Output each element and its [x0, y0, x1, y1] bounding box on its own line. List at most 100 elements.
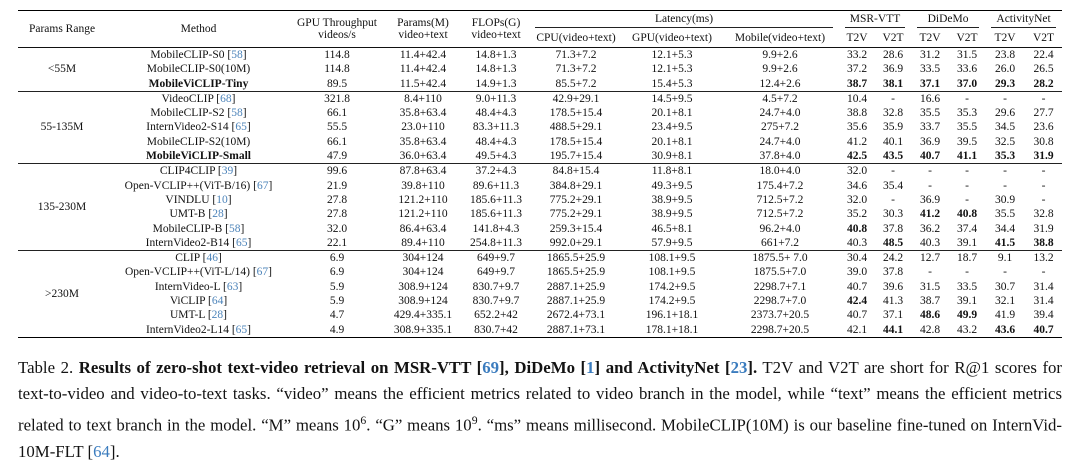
citation-link[interactable]: 28 — [212, 208, 224, 221]
metric-cell: 36.9 — [882, 63, 904, 76]
metric-cell: 114.8 — [324, 63, 350, 76]
caption-text: ]. — [109, 442, 120, 462]
metric-cell: 36.2 — [919, 222, 941, 235]
citation-link[interactable]: 58 — [231, 49, 243, 61]
metric-cell: 24.2 — [875, 250, 912, 266]
metric-cell: 28.6 — [882, 49, 904, 61]
table-row: InternVideo2-S14 [65] 55.5 23.0+110 83.3+11… — [18, 120, 1062, 134]
metric-cell: 185.6+11.3 — [469, 193, 523, 206]
metric-cell: 41.1 — [956, 150, 978, 163]
method-name: ViCLIP — [169, 295, 206, 308]
metric-cell: 41.3 — [882, 295, 904, 308]
method-name: InternVideo-L — [154, 280, 221, 293]
table-row: MobileViCLIP-Small 47.9 36.0+63.4 49.5+4.3 1… — [18, 149, 1062, 164]
metric-cell: 22.1 — [326, 236, 348, 249]
caption-superscript: 9 — [471, 413, 478, 427]
metric-cell: 114.8 — [324, 49, 350, 61]
method-name: CLIP — [175, 252, 200, 265]
table-row: MobileCLIP-S2(10M) 66.1 35.8+63.4 48.4+4.3 1… — [18, 135, 1062, 149]
method-name: VideoCLIP — [161, 92, 214, 105]
method-cell: InternVideo2-B14 [65] — [145, 236, 252, 249]
metric-cell: 775.2+29.1 — [549, 193, 603, 206]
method-cell: VINDLU [10] — [165, 193, 232, 206]
metric-cell: 33.5 — [919, 63, 941, 76]
citation-link[interactable]: 1 — [586, 357, 595, 377]
metric-cell: 429.4+335.1 — [393, 309, 453, 322]
metric-cell: 30.9 — [994, 193, 1016, 206]
header-params-line2: video+text — [398, 29, 448, 41]
header-activitynet-v2t: V2T — [1032, 31, 1055, 44]
citation-link[interactable]: 23 — [730, 357, 748, 377]
metric-cell: 40.7 — [1033, 323, 1054, 336]
metric-cell: 41.2 — [919, 208, 941, 221]
citation-link[interactable]: 69 — [482, 357, 500, 377]
group-range-label: >230M — [18, 250, 106, 338]
metric-cell: 38.8 — [1033, 236, 1054, 249]
metric-cell: 259.3+15.4 — [549, 222, 603, 235]
metric-cell: 15.4+5.3 — [651, 77, 693, 90]
citation-link[interactable]: 65 — [235, 121, 247, 134]
metric-cell: 42.4 — [846, 295, 868, 308]
citation-link[interactable]: 46 — [206, 252, 218, 265]
citation-link[interactable]: 65 — [235, 323, 248, 336]
citation-link[interactable]: 63 — [226, 280, 239, 293]
metric-cell: 13.2 — [1025, 250, 1063, 266]
citation-link[interactable]: 67 — [256, 266, 269, 279]
metric-cell: 37.4 — [956, 222, 978, 235]
citation-link[interactable]: 64 — [93, 442, 110, 462]
metric-cell: - — [911, 163, 950, 179]
header-method: Method — [180, 22, 217, 35]
header-params-range: Params Range — [28, 22, 96, 35]
citation-link[interactable]: 67 — [256, 179, 269, 192]
metric-cell: 33.5 — [956, 280, 978, 293]
metric-cell: - — [1041, 179, 1046, 192]
header-didemo-v2t: V2T — [956, 31, 978, 44]
citation-link[interactable]: 28 — [211, 309, 224, 322]
metric-cell: 38.1 — [882, 77, 904, 90]
method-name: MobileCLIP-B — [152, 222, 223, 235]
citation-link[interactable]: 10 — [216, 193, 228, 206]
metric-cell: 488.5+29.1 — [549, 121, 603, 134]
table-row: <55M MobileCLIP-S0 [58] 114.8 11.4+42.4 14.8… — [18, 48, 1062, 75]
metric-cell: 6.9 — [329, 266, 345, 279]
method-name: MobileViCLIP-Small — [146, 150, 251, 163]
citation-link[interactable]: 64 — [211, 295, 224, 308]
metric-cell: 35.9 — [882, 121, 904, 134]
metric-cell: 29.6 — [994, 107, 1016, 120]
citation-link[interactable]: 58 — [231, 107, 243, 120]
citation-link[interactable]: 39 — [221, 165, 234, 178]
metric-cell: 66.1 — [326, 107, 348, 120]
citation-link[interactable]: 58 — [229, 222, 241, 235]
citation-link[interactable]: 68 — [220, 92, 232, 105]
metric-cell: 14.9+1.3 — [475, 77, 517, 90]
method-name: MobileCLIP-S2(10M) — [146, 135, 251, 148]
metric-cell: 57.9+9.5 — [651, 236, 693, 249]
citation-link[interactable]: 65 — [236, 236, 248, 249]
table-row: UMT-L [28] 4.7 429.4+335.1 652.2+42 2672.4+7… — [18, 308, 1062, 322]
metric-cell: 1875.5+ 7.0 — [721, 250, 839, 266]
metric-cell: 2887.1+25.9 — [546, 280, 606, 293]
method-cell: CLIP4CLIP [39] — [106, 163, 291, 179]
header-params-line1: Params(M) — [397, 16, 449, 29]
metric-cell: 830.7+42 — [474, 323, 518, 336]
header-params-m: Params(M) video+text — [383, 11, 463, 48]
table-row: InternVideo2-B14 [65] 22.1 89.4+110 254.8+1… — [18, 236, 1062, 251]
metric-cell: 185.6+11.3 — [469, 208, 523, 221]
metric-cell: - — [949, 90, 986, 107]
method-name: MobileCLIP-S2 — [150, 107, 225, 120]
metric-cell: 31.4 — [1033, 295, 1054, 308]
metric-cell: 32.0 — [846, 193, 868, 206]
method-cell: MobileCLIP-S0 [58] — [150, 49, 247, 61]
metric-cell: 35.4 — [882, 179, 904, 192]
header-msrvtt-group: MSR-VTT — [839, 11, 911, 30]
metric-cell: 12.4+2.6 — [759, 77, 801, 90]
method-cell: Open-VCLIP++(ViT-L/14) [67] — [125, 266, 272, 279]
metric-cell: 9.0+11.3 — [463, 90, 529, 107]
header-gpu-latency: GPU(video+text) — [632, 31, 712, 44]
metric-cell: 42.8 — [919, 323, 941, 336]
metric-cell: 40.7 — [919, 150, 941, 163]
metric-cell: 38.7 — [846, 77, 868, 90]
metric-cell: 830.7+9.7 — [472, 280, 520, 293]
table-row: VINDLU [10] 27.8 121.2+110 185.6+11.3 775.2+… — [18, 193, 1062, 207]
metric-cell: 29.3 — [994, 77, 1016, 90]
